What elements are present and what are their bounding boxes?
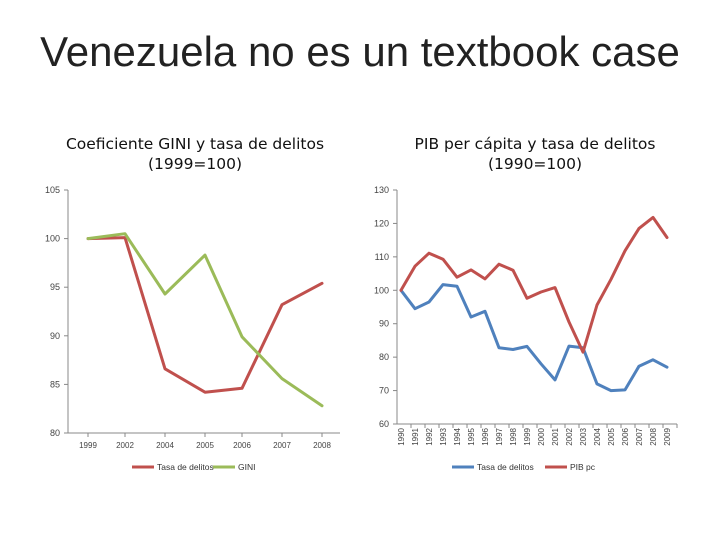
chart1-series-line-crime — [86, 236, 324, 394]
chart2-x-tick-label: 2006 — [621, 427, 630, 445]
chart1-y-tick-label: 80 — [50, 428, 60, 438]
chart2-x-tick-label: 1995 — [467, 427, 476, 445]
chart2-x-tick-label: 1997 — [495, 427, 504, 445]
chart1-y-tick-label: 90 — [50, 331, 60, 341]
chart2-y-tick-label: 120 — [374, 218, 389, 228]
chart2-title-line2: (1990=100) — [487, 155, 583, 173]
chart1-legend-label: GINI — [238, 462, 255, 472]
chart2-y-tick-label: 60 — [379, 419, 389, 429]
chart2-x-tick-label: 1993 — [439, 427, 448, 445]
chart2-x-tick-label: 2003 — [579, 427, 588, 445]
chart2-x-tick-label: 1991 — [411, 427, 420, 445]
chart2-title-line1: PIB per cápita y tasa de delitos — [414, 135, 656, 153]
chart2-x-tick-label: 2000 — [537, 427, 546, 445]
chart1-x-tick-label: 2008 — [313, 441, 331, 450]
chart2-x-tick-label: 1999 — [523, 427, 532, 445]
chart2-legend-label: Tasa de delitos — [477, 462, 534, 472]
chart2-x-tick-label: 1996 — [481, 427, 490, 445]
chart1-x-tick-label: 2005 — [196, 441, 214, 450]
chart2-x-tick-label: 1992 — [425, 427, 434, 445]
chart2-x-tick-label: 2008 — [649, 427, 658, 445]
chart2-x-tick-label: 1998 — [509, 427, 518, 445]
chart2-x-tick-label: 2005 — [607, 427, 616, 445]
chart2-y-tick-label: 80 — [379, 352, 389, 362]
chart2-y-tick-label: 70 — [379, 386, 389, 396]
chart1-title-line1: Coeficiente GINI y tasa de delitos — [65, 135, 325, 153]
chart1-x-tick-label: 2006 — [233, 441, 251, 450]
chart1-x-tick-label: 2007 — [273, 441, 291, 450]
chart1-title-line2: (1999=100) — [147, 155, 243, 173]
chart2-x-tick-label: 2001 — [551, 427, 560, 445]
chart1-x-tick-label: 1999 — [79, 441, 97, 450]
chart2-x-tick-label: 2002 — [565, 427, 574, 445]
chart1-x-tick-label: 2002 — [116, 441, 134, 450]
chart2-x-tick-label: 2009 — [663, 427, 672, 445]
chart2-series-line-crime — [399, 283, 669, 393]
chart1-x-tick-label: 2004 — [156, 441, 174, 450]
chart2-legend-label: PIB pc — [570, 462, 596, 472]
chart1-y-tick-label: 105 — [45, 185, 60, 195]
chart2-title: PIB per cápita y tasa de delitos (1990=1… — [370, 134, 700, 174]
chart2-series-line-gdp — [399, 215, 669, 354]
chart1-y-tick-label: 100 — [45, 234, 60, 244]
slide-title: Venezuela no es un textbook case — [40, 28, 680, 75]
chart2-x-tick-label: 2004 — [593, 427, 602, 445]
chart2-y-tick-label: 90 — [379, 319, 389, 329]
chart2-y-tick-label: 130 — [374, 185, 389, 195]
chart1-y-tick-label: 95 — [50, 282, 60, 292]
chart2-x-tick-label: 2007 — [635, 427, 644, 445]
chart1-series-line-gini — [86, 232, 324, 408]
chart1-title: Coeficiente GINI y tasa de delitos (1999… — [40, 134, 350, 174]
chart2-x-tick-label: 1994 — [453, 427, 462, 445]
chart2-y-tick-label: 110 — [375, 252, 389, 262]
chart1-y-tick-label: 85 — [50, 379, 60, 389]
chart1-legend-label: Tasa de delitos — [157, 462, 214, 472]
chart2-y-tick-label: 100 — [374, 285, 389, 295]
chart2-x-tick-label: 1990 — [397, 427, 406, 445]
